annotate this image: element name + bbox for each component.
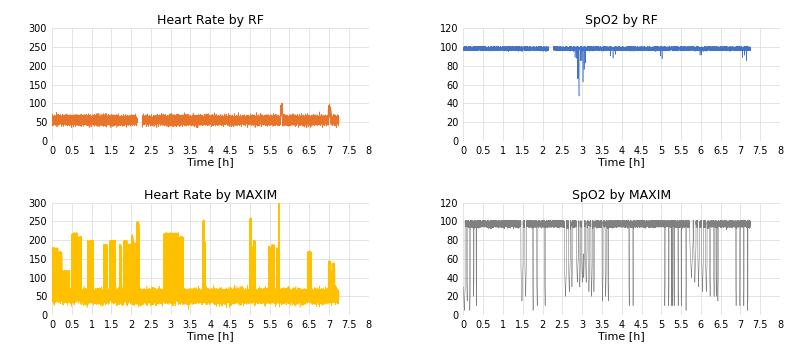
X-axis label: Time [h]: Time [h]: [187, 331, 234, 341]
Title: Heart Rate by RF: Heart Rate by RF: [157, 14, 264, 27]
Title: SpO2 by MAXIM: SpO2 by MAXIM: [572, 189, 671, 201]
X-axis label: Time [h]: Time [h]: [187, 157, 234, 167]
X-axis label: Time [h]: Time [h]: [598, 157, 645, 167]
Title: Heart Rate by MAXIM: Heart Rate by MAXIM: [144, 189, 277, 201]
Title: SpO2 by RF: SpO2 by RF: [586, 14, 658, 27]
X-axis label: Time [h]: Time [h]: [598, 331, 645, 341]
